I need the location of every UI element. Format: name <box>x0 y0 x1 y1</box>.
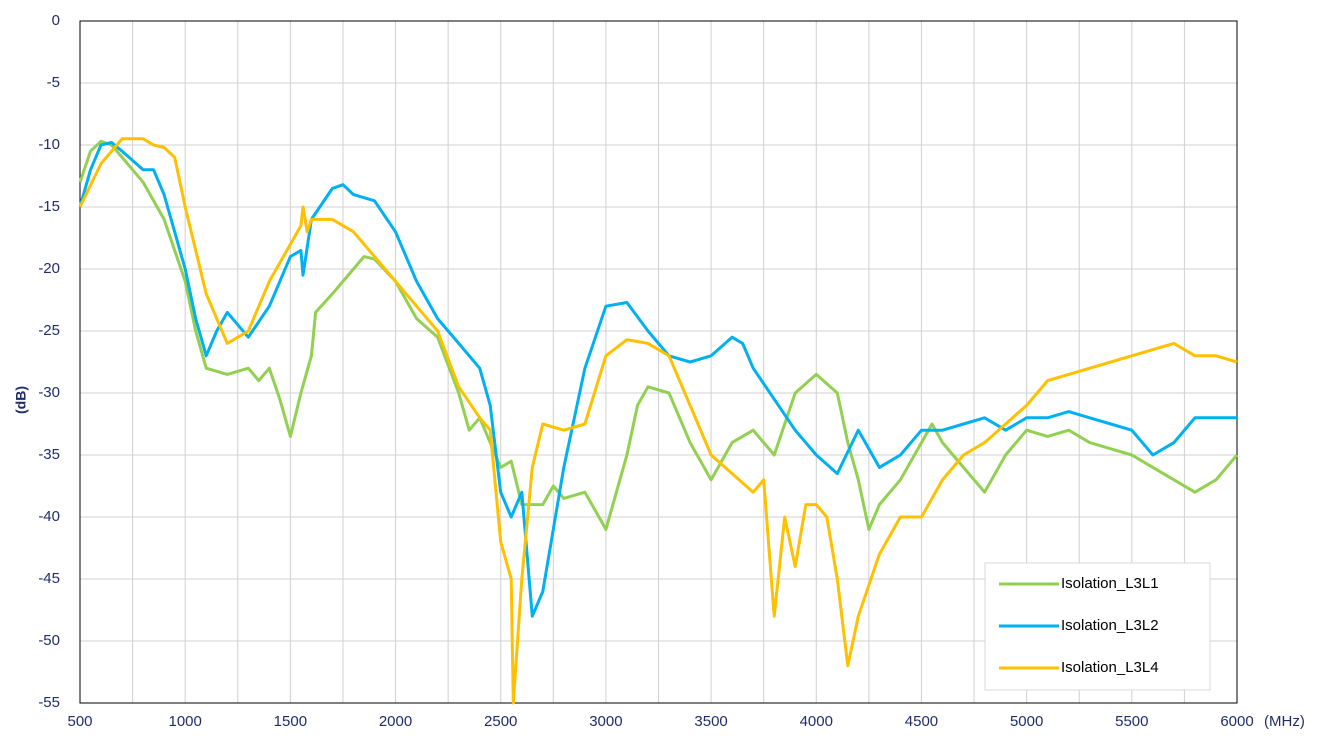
legend: Isolation_L3L1 Isolation_L3L2 Isolation_L3… <box>984 562 1211 691</box>
y-axis-label: (dB) <box>13 386 29 414</box>
y-tick-label: -50 <box>38 632 60 649</box>
x-tick-label: 1500 <box>274 713 307 730</box>
x-tick-label: 1000 <box>168 713 201 730</box>
x-tick-label: 4500 <box>905 713 938 730</box>
y-tick-label: -40 <box>38 508 60 525</box>
y-tick-label: -20 <box>38 260 60 277</box>
series-line <box>78 139 1239 531</box>
y-tick-label: -55 <box>38 694 60 711</box>
y-tick-label: -35 <box>38 446 60 463</box>
x-tick-label: 4000 <box>800 713 833 730</box>
y-tick-label: -5 <box>47 74 60 91</box>
series-line <box>78 137 1238 705</box>
legend-label: Isolation_L3L1 <box>1061 575 1159 592</box>
x-tick-label: 5000 <box>1010 713 1043 730</box>
y-tick-label: -45 <box>38 570 60 587</box>
x-tick-label: 6000 <box>1220 713 1253 730</box>
legend-label: Isolation_L3L4 <box>1061 659 1159 676</box>
y-tick-label: -30 <box>38 384 60 401</box>
x-tick-label: 500 <box>67 713 92 730</box>
x-tick-label: 2000 <box>379 713 412 730</box>
y-tick-label: -15 <box>38 198 60 215</box>
x-tick-label: 5500 <box>1115 713 1148 730</box>
y-tick-label: 0 <box>52 12 60 29</box>
x-tick-label: 2500 <box>484 713 517 730</box>
x-tick-label: 3500 <box>694 713 727 730</box>
x-axis-label: (MHz) <box>1264 713 1305 730</box>
y-tick-label: -25 <box>38 322 60 339</box>
x-tick-label: 3000 <box>589 713 622 730</box>
legend-label: Isolation_L3L2 <box>1061 617 1159 634</box>
y-tick-label: -10 <box>38 136 60 153</box>
